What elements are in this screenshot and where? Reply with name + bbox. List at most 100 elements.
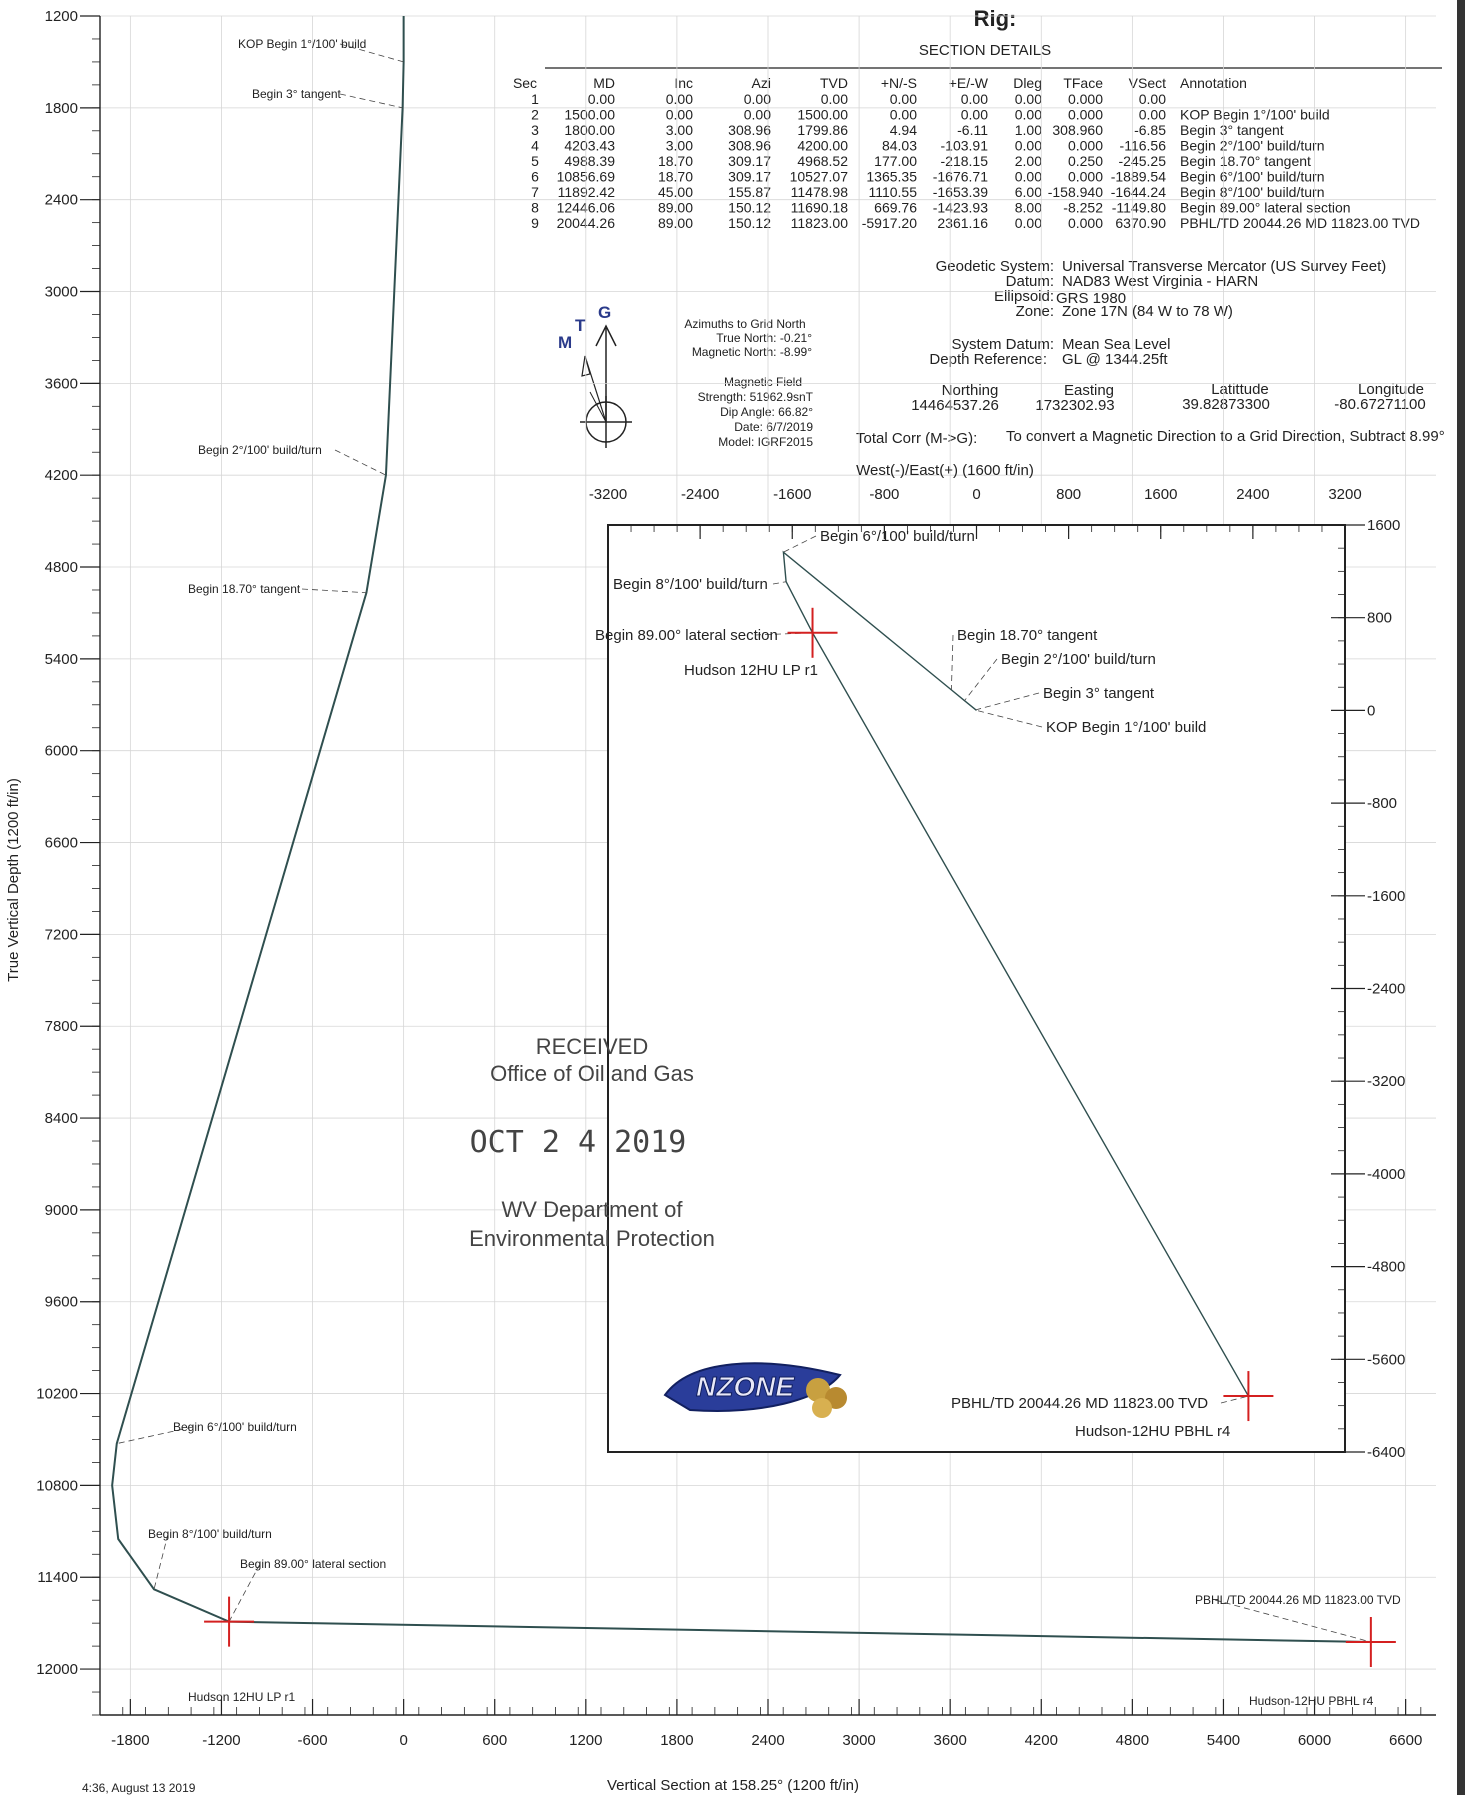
table-header-dleg: Dleg [1013, 75, 1042, 91]
vs-y-tick-label: 7800 [45, 1018, 78, 1035]
table-cell-annotation: PBHL/TD 20044.26 MD 11823.00 TVD [1180, 215, 1420, 231]
table-cell: 0.00 [1015, 169, 1042, 185]
pv-x-tick-label: 2400 [1236, 486, 1269, 503]
table-cell: 150.12 [728, 200, 771, 216]
pv-x-tick-label: -3200 [589, 486, 627, 503]
vs-y-tick-label: 6600 [45, 835, 78, 852]
vs-y-tick-label: 10800 [36, 1477, 78, 1494]
depth-reference-value: GL @ 1344.25ft [1062, 351, 1168, 368]
pv-annotation: Begin 89.00° lateral section [595, 627, 778, 644]
pv-annotation-leader [950, 634, 954, 690]
table-header-ew: +E/-W [949, 75, 989, 91]
table-cell: 18.70 [658, 169, 693, 185]
table-cell: -1653.39 [933, 184, 988, 200]
vs-y-tick-label: 11400 [37, 1569, 78, 1586]
datum-value: NAD83 West Virginia - HARN [1062, 273, 1258, 290]
vs-y-tick-label: 4800 [45, 559, 78, 576]
table-cell: 0.00 [1015, 215, 1042, 231]
table-cell-annotation: Begin 2°/100' build/turn [1180, 138, 1324, 154]
table-header-vsect: VSect [1129, 75, 1166, 91]
north-arrow-symbol: M T G [558, 303, 632, 448]
table-cell: 0.00 [1139, 107, 1166, 123]
table-header-ns: +N/-S [881, 75, 917, 91]
vs-annotation-leader [301, 588, 367, 594]
table-cell: 2 [531, 107, 539, 123]
pv-x-tick-label: 0 [972, 486, 980, 503]
magnetic-date: Date: 6/7/2019 [734, 420, 813, 434]
table-cell: 11478.98 [791, 184, 849, 200]
table-cell: 177.00 [874, 153, 917, 169]
table-cell: 6 [531, 169, 539, 185]
table-cell: 8 [531, 200, 539, 216]
print-timestamp: 4:36, August 13 2019 [82, 1781, 196, 1795]
pv-x-tick-label: 800 [1056, 486, 1081, 503]
vs-y-tick-label: 8400 [45, 1110, 78, 1127]
north-arrow-t: T [575, 316, 586, 335]
table-cell: 0.00 [744, 91, 771, 107]
table-cell: 669.76 [874, 200, 917, 216]
pv-y-tick-label: -2400 [1367, 981, 1405, 998]
vs-annotation: Begin 3° tangent [252, 87, 342, 101]
pv-y-tick-label: -3200 [1367, 1073, 1405, 1090]
vs-annotation-leader [228, 1563, 261, 1622]
vs-annotation: Begin 2°/100' build/turn [198, 443, 322, 457]
pv-annotation: PBHL/TD 20044.26 MD 11823.00 TVD [951, 1395, 1208, 1412]
vs-y-tick-label: 1800 [45, 100, 78, 117]
depth-reference-label: Depth Reference: [929, 351, 1047, 368]
dip-angle: Dip Angle: 66.82° [720, 405, 813, 419]
geodetic-system-value: Universal Transverse Mercator (US Survey… [1062, 258, 1386, 275]
vs-y-tick-label: 2400 [45, 192, 78, 209]
pv-x-tick-label: -800 [869, 486, 899, 503]
pv-y-tick-label: -6400 [1367, 1444, 1405, 1461]
table-cell: 11892.42 [558, 184, 616, 200]
north-arrow-m: M [558, 333, 572, 352]
table-cell: -1676.71 [933, 169, 988, 185]
vs-x-tick-label: -1800 [111, 1732, 149, 1749]
vs-annotation: Begin 6°/100' build/turn [173, 1420, 297, 1434]
plan-view-wellpath [782, 550, 1250, 1397]
table-cell: 4.94 [890, 122, 917, 138]
table-cell-annotation: KOP Begin 1°/100' build [1180, 107, 1330, 123]
table-header-md: MD [593, 75, 615, 91]
nzone-logo: NZONE [663, 1362, 847, 1418]
pv-y-tick-label: -4000 [1367, 1166, 1405, 1183]
vs-y-tick-label: 4200 [45, 467, 78, 484]
table-cell: 309.17 [728, 153, 771, 169]
pv-y-tick-label: 800 [1367, 610, 1392, 627]
pv-annotation-leader [783, 535, 817, 553]
pv-y-tick-label: 1600 [1367, 517, 1400, 534]
plan-view-chart: -3200 -2400 -1600 -800 0 800 1600 2400 3200 1600 8… [589, 462, 1406, 1461]
table-cell: 6.00 [1015, 184, 1042, 200]
table-cell: 2361.16 [937, 215, 988, 231]
table-cell-annotation: Begin 18.70° tangent [1180, 153, 1311, 169]
datum-label: Datum: [1006, 273, 1054, 290]
magnetic-info: Azimuths to Grid North True North: -0.21… [684, 317, 813, 449]
table-cell: 11690.18 [791, 200, 849, 216]
table-cell: 150.12 [728, 215, 771, 231]
ellipsoid-value: GRS 1980 [1056, 290, 1126, 307]
table-cell: 1.00 [1015, 122, 1042, 138]
table-cell: 308.96 [728, 138, 771, 154]
zone-value: Zone 17N (84 W to 78 W) [1062, 303, 1233, 320]
ellipsoid-label: Ellipsoid: [994, 288, 1054, 305]
table-cell: 0.00 [961, 91, 988, 107]
table-cell: -6.85 [1134, 122, 1166, 138]
page-edge [1457, 0, 1465, 1795]
table-cell: 9 [531, 215, 539, 231]
vs-target-label: Hudson-12HU PBHL r4 [1249, 1694, 1374, 1708]
table-header-azi: Azi [752, 75, 771, 91]
table-header-annotation: Annotation [1180, 75, 1247, 91]
pv-annotation: Begin 2°/100' build/turn [1001, 651, 1156, 668]
vs-x-tick-label: 6000 [1298, 1732, 1331, 1749]
table-cell: 8.00 [1015, 200, 1042, 216]
vs-x-tick-label: 1200 [569, 1732, 602, 1749]
table-cell: -218.15 [941, 153, 989, 169]
table-cell: 3.00 [666, 138, 693, 154]
table-cell: 2.00 [1015, 153, 1042, 169]
pv-y-tick-label: 0 [1367, 702, 1375, 719]
vs-annotation: Begin 89.00° lateral section [240, 1557, 386, 1571]
table-cell: 4203.43 [564, 138, 615, 154]
pv-y-tick-label: -4800 [1367, 1259, 1405, 1276]
table-cell: 0.000 [1068, 169, 1103, 185]
table-cell: 1799.86 [797, 122, 848, 138]
